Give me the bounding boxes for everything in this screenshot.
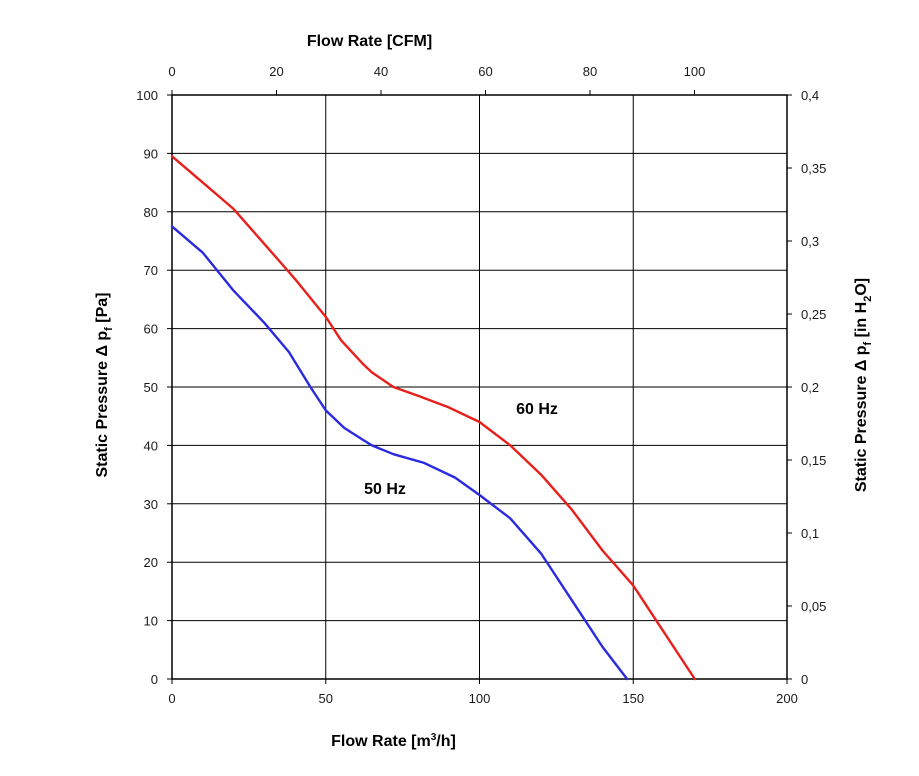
y-left-tick-label: 80 — [144, 205, 158, 220]
x-bottom-tick-label: 50 — [319, 691, 333, 706]
series-line-50-hz — [170, 225, 629, 681]
y-right-tick-label: 0,15 — [801, 453, 826, 468]
y-left-tick-label: 10 — [144, 614, 158, 629]
x-axis-top-title: Flow Rate [CFM] — [307, 33, 432, 50]
y-left-tick-label: 0 — [151, 672, 158, 687]
y-left-tick-label: 30 — [144, 497, 158, 512]
y-right-tick-label: 0,25 — [801, 307, 826, 322]
x-top-tick-label: 60 — [478, 64, 492, 79]
y-left-tick-label: 50 — [144, 380, 158, 395]
y-left-tick-label: 20 — [144, 555, 158, 570]
series-label-60-hz: 60 Hz — [516, 401, 558, 418]
x-top-tick-label: 40 — [374, 64, 388, 79]
y-left-tick-label: 60 — [144, 322, 158, 337]
x-bottom-tick-label: 200 — [776, 691, 798, 706]
x-top-tick-label: 80 — [583, 64, 597, 79]
y-right-tick-label: 0,2 — [801, 380, 819, 395]
x-bottom-tick-label: 150 — [622, 691, 644, 706]
x-axis-bottom-title: Flow Rate [m3/h] — [331, 732, 456, 750]
x-bottom-tick-label: 0 — [168, 691, 175, 706]
x-top-tick-label: 20 — [269, 64, 283, 79]
series-line-60-hz — [170, 155, 696, 681]
y-right-tick-label: 0,35 — [801, 161, 826, 176]
y-axis-left-title: Static Pressure Δ pf [Pa] — [94, 292, 115, 477]
series-layer: 60 Hz 50 Hz — [170, 155, 696, 681]
grid-layer — [171, 94, 788, 680]
x-bottom-tick-label: 100 — [469, 691, 491, 706]
x-top-tick-label: 100 — [684, 64, 706, 79]
y-left-tick-label: 40 — [144, 438, 158, 453]
series-label-50-hz: 50 Hz — [364, 481, 406, 498]
x-top-tick-label: 0 — [168, 64, 175, 79]
y-right-tick-label: 0,4 — [801, 88, 819, 103]
y-right-tick-label: 0 — [801, 672, 808, 687]
y-right-tick-label: 0,3 — [801, 234, 819, 249]
y-right-tick-label: 0,1 — [801, 526, 819, 541]
labels-layer: Flow Rate [CFM] Flow Rate [m3/h] Static … — [94, 33, 874, 750]
y-axis-right-title: Static Pressure Δ pf [in H2O] — [853, 278, 874, 492]
y-left-tick-label: 70 — [144, 263, 158, 278]
y-left-tick-label: 100 — [136, 88, 158, 103]
y-right-tick-label: 0,05 — [801, 599, 826, 614]
y-left-tick-label: 90 — [144, 146, 158, 161]
